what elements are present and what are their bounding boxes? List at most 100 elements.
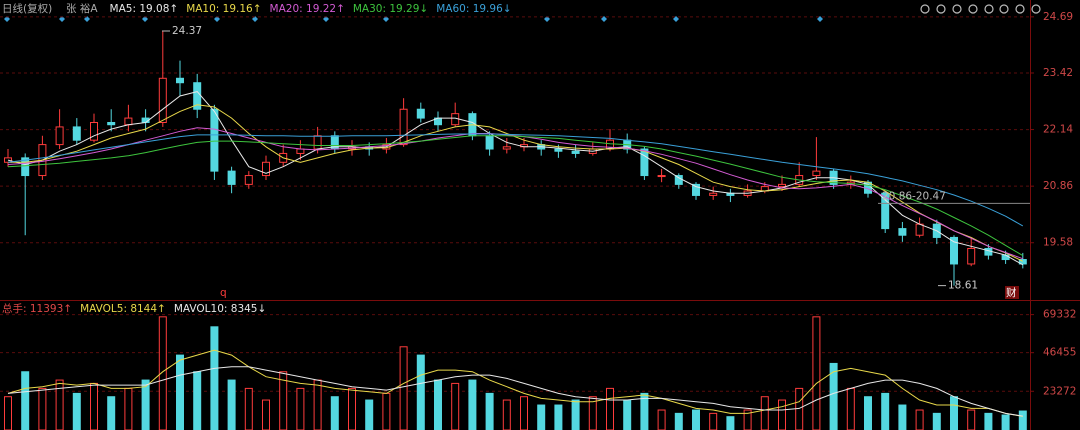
- volume-bar: [864, 396, 872, 430]
- legend-entry: MAVOL10: 8345↓: [174, 303, 266, 315]
- volume-bar: [812, 316, 821, 430]
- annotation: 24.37: [172, 25, 202, 37]
- volume-bar: [846, 387, 855, 430]
- y-tick-label: 19.58: [1043, 237, 1073, 249]
- volume-bar: [520, 396, 528, 430]
- volume-bar: [21, 371, 30, 430]
- y-tick-label: 24.69: [1043, 11, 1073, 23]
- candle-body: [812, 170, 821, 177]
- candle-body: [657, 175, 666, 178]
- volume-bar: [313, 379, 322, 430]
- volume-bar: [709, 412, 718, 430]
- toolbar-icons[interactable]: [920, 4, 1041, 14]
- volume-bar: [227, 379, 236, 430]
- volume-bar: [571, 399, 580, 430]
- volume-bar: [4, 396, 12, 430]
- volume-label: 总手: 11393↑: [2, 302, 72, 315]
- volume-bar: [330, 396, 339, 430]
- candle-body: [778, 183, 786, 188]
- volume-bar: [468, 379, 477, 430]
- volume-bar: [950, 396, 958, 430]
- volume-bar: [932, 412, 941, 430]
- marker: q: [220, 287, 227, 299]
- ma-line: [7, 366, 1023, 417]
- volume-bar: [382, 392, 391, 430]
- volume-bar: [778, 399, 786, 430]
- y-tick-label: 20.86: [1043, 180, 1073, 192]
- volume-bar: [262, 399, 270, 430]
- volume-bar: [915, 409, 924, 430]
- annotation: 20.86-20.47: [882, 190, 946, 202]
- ma-line: [7, 349, 1023, 417]
- candle-body: [692, 183, 700, 196]
- ma-line: [7, 133, 1024, 227]
- marker-box: [1005, 286, 1019, 299]
- volume-bar: [72, 392, 81, 430]
- volume-bar: [210, 326, 219, 430]
- volume-bar: [38, 387, 47, 430]
- volume-bar: [348, 387, 356, 430]
- volume-bar: [176, 354, 184, 430]
- volume-bar: [296, 387, 305, 430]
- volume-bar: [588, 396, 597, 430]
- volume-bar: [193, 371, 202, 430]
- volume-bar: [623, 399, 632, 430]
- candle-body: [124, 117, 133, 126]
- candle-body: [90, 121, 98, 141]
- volume-bar: [416, 354, 425, 430]
- volume-bar: [898, 404, 907, 430]
- legend-entry: MA5: 19.08↑: [110, 3, 179, 15]
- candle-body: [416, 108, 425, 119]
- volume-bar: [107, 396, 116, 430]
- candle-body: [210, 108, 219, 172]
- ma-line: [8, 104, 1024, 262]
- y-tick-label: 22.14: [1043, 124, 1073, 136]
- volume-bar: [141, 379, 150, 430]
- candle-body: [502, 146, 511, 150]
- period-label: 日线(复权): [2, 2, 52, 15]
- candle-body: [158, 77, 167, 123]
- volume-bar: [760, 396, 769, 430]
- volume-bar: [795, 387, 804, 430]
- candle-body: [967, 247, 976, 265]
- candle-body: [107, 121, 116, 126]
- volume-bar: [1018, 410, 1027, 430]
- volume-bar: [365, 399, 374, 430]
- candle-body: [313, 135, 322, 150]
- candle-body: [227, 170, 236, 185]
- volume-bar: [674, 412, 683, 430]
- stock-name: 张 裕A: [66, 2, 98, 15]
- candle-body: [485, 135, 494, 150]
- candle-body: [709, 192, 718, 196]
- volume-bar: [829, 362, 838, 430]
- candle-body: [674, 175, 683, 185]
- volume-bar: [244, 387, 253, 430]
- volume-bar: [743, 409, 752, 430]
- volume-bar: [399, 346, 408, 430]
- candle-body: [881, 192, 890, 230]
- volume-bar: [279, 371, 288, 430]
- y-tick-label: 46455: [1043, 347, 1076, 359]
- candle-body: [296, 148, 305, 154]
- volume-bar: [451, 382, 460, 430]
- legend-entry: MAVOL5: 8144↑: [80, 303, 166, 315]
- candle-body: [950, 236, 958, 265]
- candle-body: [399, 108, 408, 146]
- annotation: 18.61: [948, 280, 978, 292]
- candle-body: [898, 228, 907, 236]
- candle-body: [72, 126, 81, 141]
- y-tick-label: 23272: [1043, 385, 1076, 397]
- legend-entry: MA60: 19.96↓: [436, 3, 511, 15]
- volume-bar: [967, 409, 976, 430]
- candle-body: [244, 175, 253, 185]
- ma-line: [7, 135, 1024, 257]
- volume-bar: [434, 379, 442, 430]
- y-tick-label: 23.42: [1043, 67, 1073, 79]
- marker: 财: [1006, 286, 1017, 299]
- legend-entry: MA30: 19.29↓: [353, 3, 428, 15]
- volume-bar: [692, 409, 700, 430]
- legend-entry: MA10: 19.16↑: [186, 3, 261, 15]
- volume-bar: [90, 382, 98, 430]
- candle-body: [55, 126, 64, 146]
